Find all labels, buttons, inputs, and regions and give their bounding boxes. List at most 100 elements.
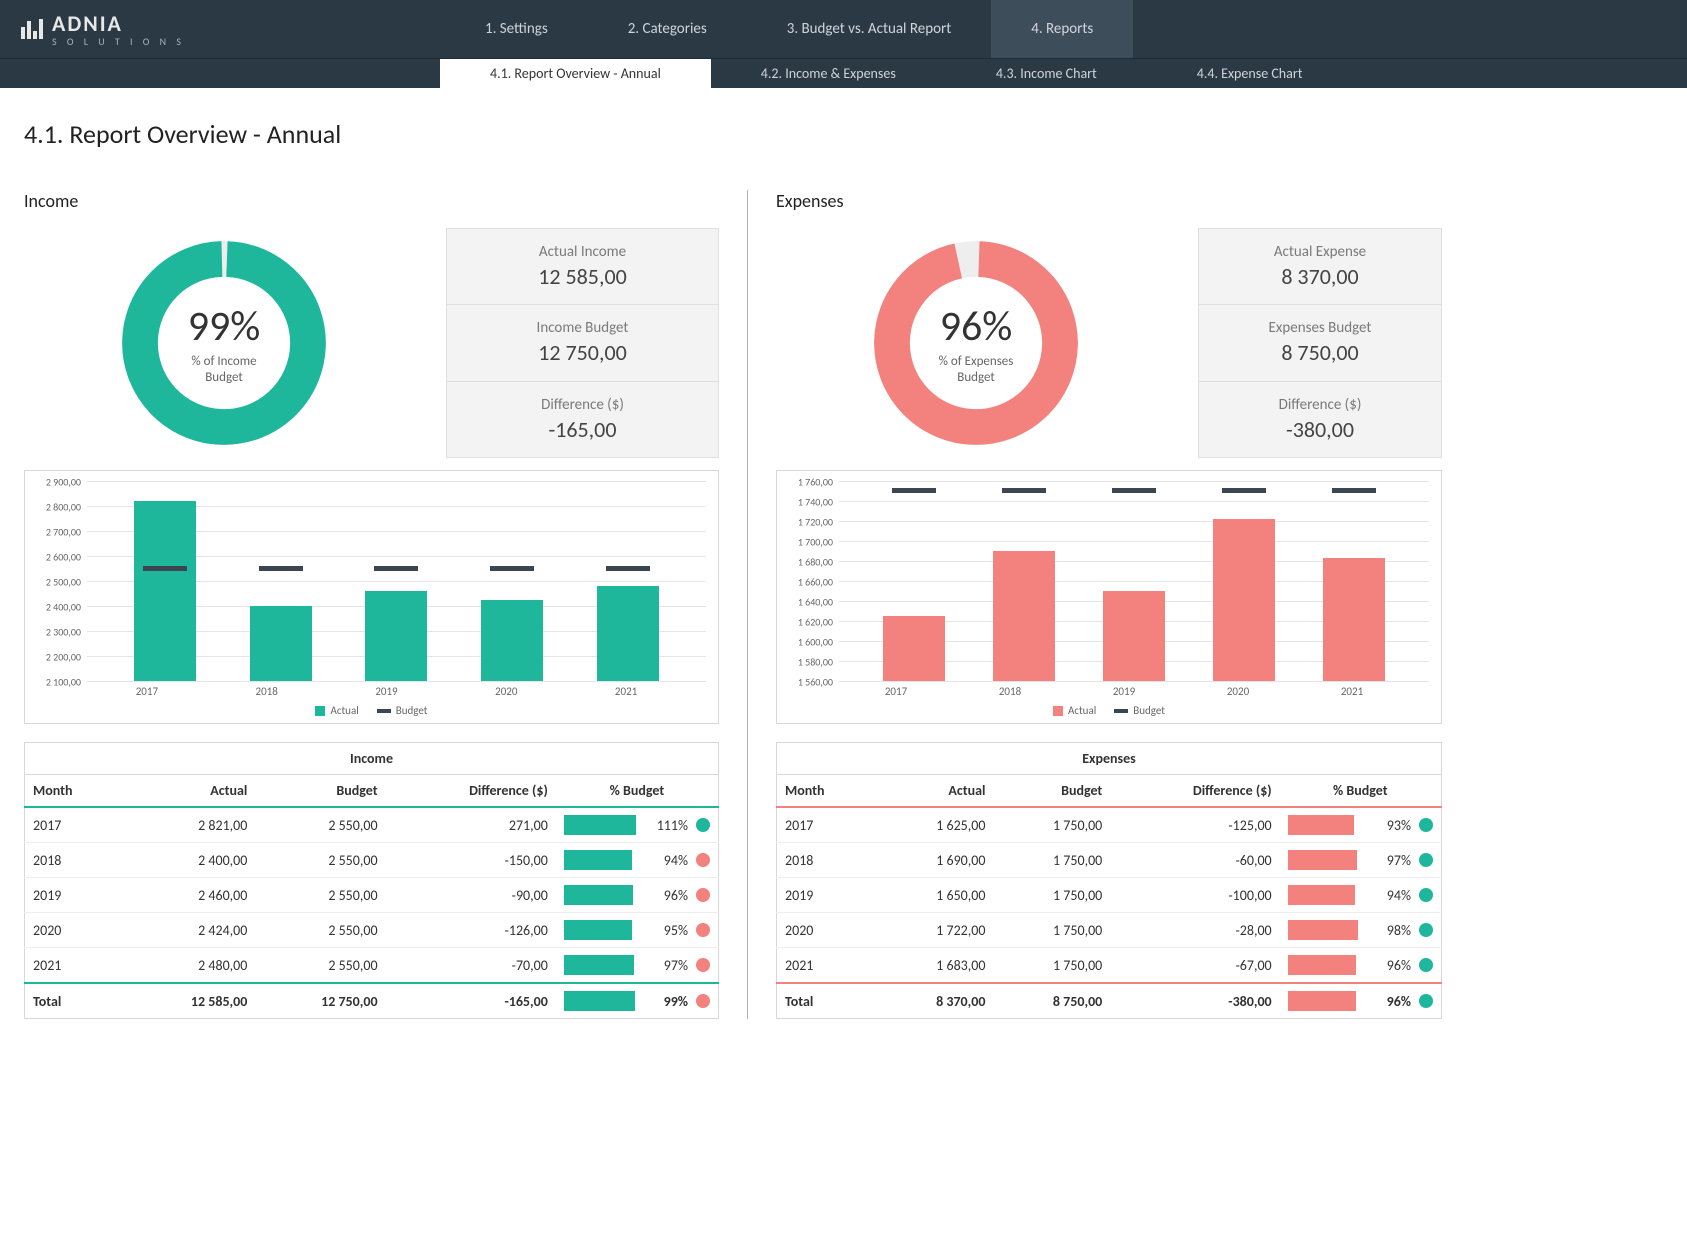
status-dot — [696, 958, 710, 972]
panel-title: Income — [24, 190, 719, 212]
stat-label: Difference ($) — [1279, 396, 1362, 414]
legend-item: Budget — [377, 704, 428, 717]
main-tab[interactable]: 3. Budget vs. Actual Report — [747, 0, 992, 58]
bar-slot — [875, 481, 953, 681]
table-cell: 2 460,00 — [125, 878, 255, 913]
table-header: Actual — [125, 775, 255, 808]
chart-legend: Actual Budget — [789, 704, 1429, 717]
stat-value: 8 370,00 — [1281, 263, 1358, 290]
bars-group — [839, 481, 1429, 681]
gridline: 2 100,00 — [87, 681, 706, 682]
pct-bar-track — [564, 850, 636, 870]
stat-stack: Actual Income 12 585,00Income Budget 12 … — [446, 228, 719, 458]
table-cell: 2018 — [777, 843, 877, 878]
stat-item: Difference ($) -165,00 — [447, 381, 718, 457]
table-row: 20201 722,001 750,00-28,00 98% — [777, 913, 1442, 948]
top-nav: ADNIA S O L U T I O N S 1. Settings2. Ca… — [0, 0, 1687, 58]
pct-cell: 99% — [556, 983, 719, 1019]
stat-value: 12 750,00 — [538, 339, 627, 366]
table-cell: 1 683,00 — [877, 948, 994, 984]
table-cell: 2 550,00 — [255, 948, 385, 984]
logo-icon — [20, 17, 44, 41]
table-cell: 12 750,00 — [255, 983, 385, 1019]
main-tab[interactable]: 2. Categories — [588, 0, 747, 58]
sub-tabs: 4.1. Report Overview - Annual4.2. Income… — [0, 58, 1687, 88]
bar — [883, 616, 945, 681]
pct-bar — [564, 955, 634, 975]
budget-marker — [606, 566, 650, 571]
status-dot — [696, 853, 710, 867]
pct-bar — [564, 885, 633, 905]
bar — [365, 591, 427, 681]
pct-bar — [1288, 920, 1358, 940]
table-cell: -100,00 — [1110, 878, 1279, 913]
donut-percent: 96% — [940, 301, 1013, 352]
pct-bar-track — [1288, 815, 1359, 835]
table-total-row: Total12 585,0012 750,00-165,00 99% — [25, 983, 719, 1019]
table-cell: 2 400,00 — [125, 843, 255, 878]
y-axis-label: 2 700,00 — [46, 526, 81, 539]
table-cell: 2 550,00 — [255, 878, 385, 913]
pct-text: 94% — [644, 852, 688, 869]
x-axis-label: 2020 — [467, 685, 545, 698]
sub-tab[interactable]: 4.4. Expense Chart — [1147, 59, 1353, 88]
table-cell: 2 550,00 — [255, 913, 385, 948]
pct-bar — [564, 920, 633, 940]
main-tabs: 1. Settings2. Categories3. Budget vs. Ac… — [445, 0, 1133, 58]
bar — [1103, 591, 1165, 681]
main-tab[interactable]: 4. Reports — [991, 0, 1133, 58]
pct-cell: 94% — [1280, 878, 1442, 913]
table-caption: Expenses — [777, 743, 1442, 775]
pct-bar — [564, 850, 632, 870]
summary-row: 96% % of ExpensesBudget Actual Expense 8… — [776, 228, 1442, 458]
budget-marker — [259, 566, 303, 571]
y-axis-label: 1 760,00 — [798, 476, 833, 489]
bar — [597, 586, 659, 681]
table-cell: 2019 — [25, 878, 126, 913]
table-header: % Budget — [1280, 775, 1442, 808]
table-cell: 2020 — [777, 913, 877, 948]
pct-cell: 98% — [1280, 913, 1442, 948]
sub-tab[interactable]: 4.1. Report Overview - Annual — [440, 59, 711, 88]
legend-item: Actual — [315, 704, 358, 717]
stat-label: Expenses Budget — [1269, 319, 1372, 337]
y-axis-label: 2 800,00 — [46, 501, 81, 514]
legend-item: Budget — [1114, 704, 1165, 717]
y-axis-label: 1 600,00 — [798, 636, 833, 649]
donut-chart: 96% % of ExpensesBudget — [871, 238, 1081, 448]
pct-text: 99% — [644, 993, 688, 1010]
main-tab[interactable]: 1. Settings — [445, 0, 588, 58]
status-dot — [1419, 994, 1433, 1008]
income-panel: Income 99% % of IncomeBudget Actual Inco… — [24, 190, 719, 1019]
x-labels: 20172018201920202021 — [769, 681, 1429, 698]
bar — [250, 606, 312, 681]
bar-slot — [1205, 481, 1283, 681]
budget-marker — [374, 566, 418, 571]
data-table: ExpensesMonthActualBudgetDifference ($)%… — [776, 742, 1442, 1019]
x-axis-label: 2018 — [228, 685, 306, 698]
stat-stack: Actual Expense 8 370,00Expenses Budget 8… — [1198, 228, 1442, 458]
pct-bar-track — [564, 955, 636, 975]
table-cell: -60,00 — [1110, 843, 1279, 878]
pct-cell: 111% — [556, 807, 719, 843]
table-cell: 2 480,00 — [125, 948, 255, 984]
pct-bar-track — [564, 920, 636, 940]
status-dot — [1419, 958, 1433, 972]
bars-group — [87, 481, 706, 681]
page-title: 4.1. Report Overview - Annual — [24, 118, 1663, 150]
donut-label: % of IncomeBudget — [191, 354, 256, 385]
status-dot — [1419, 818, 1433, 832]
y-axis-label: 2 600,00 — [46, 551, 81, 564]
pct-cell: 96% — [556, 878, 719, 913]
panels: Income 99% % of IncomeBudget Actual Inco… — [24, 190, 1663, 1019]
table-header-row: MonthActualBudgetDifference ($)% Budget — [777, 775, 1442, 808]
table-row: 20182 400,002 550,00-150,00 94% — [25, 843, 719, 878]
sub-tab[interactable]: 4.2. Income & Expenses — [711, 59, 946, 88]
y-axis-label: 2 400,00 — [46, 601, 81, 614]
bar — [1323, 558, 1385, 681]
pct-text: 98% — [1367, 922, 1411, 939]
table-cell: -125,00 — [1110, 807, 1279, 843]
sub-tab[interactable]: 4.3. Income Chart — [946, 59, 1147, 88]
y-axis-label: 1 660,00 — [798, 576, 833, 589]
pct-text: 95% — [644, 922, 688, 939]
